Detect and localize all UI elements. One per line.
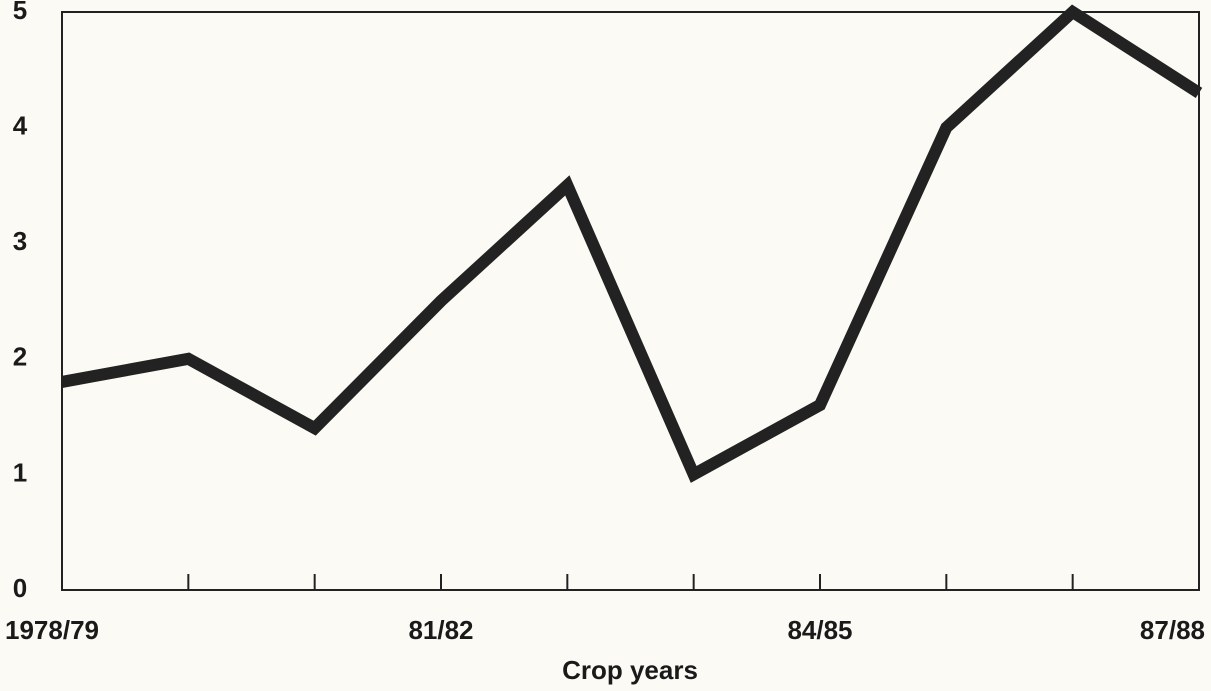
x-tick-label: 84/85 bbox=[787, 615, 852, 645]
x-tick-label: 1978/79 bbox=[5, 615, 99, 645]
y-tick-label: 2 bbox=[13, 342, 27, 372]
x-tick-label: 87/88 bbox=[1140, 615, 1205, 645]
y-tick-label: 3 bbox=[13, 226, 27, 256]
y-tick-label: 0 bbox=[13, 573, 27, 603]
x-axis-title: Crop years bbox=[562, 655, 698, 685]
y-tick-label: 4 bbox=[13, 110, 28, 140]
data-line bbox=[60, 4, 1203, 483]
y-tick-label: 1 bbox=[13, 457, 27, 487]
plot-frame bbox=[61, 11, 1200, 591]
x-tick-label: 81/82 bbox=[408, 615, 473, 645]
y-tick-label: 5 bbox=[13, 0, 27, 25]
